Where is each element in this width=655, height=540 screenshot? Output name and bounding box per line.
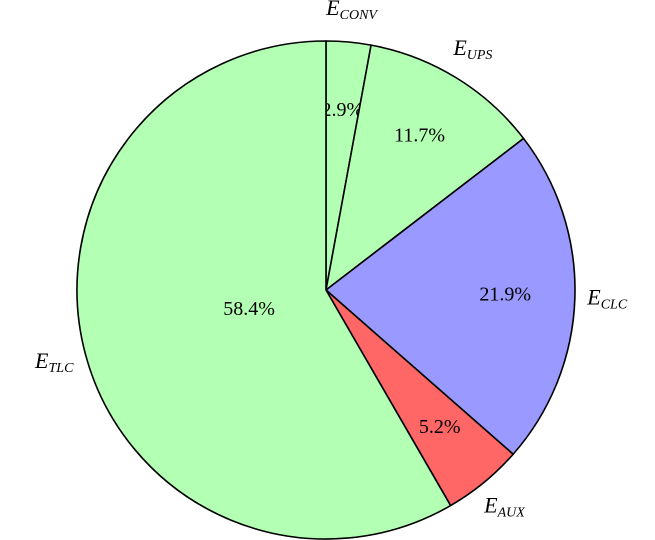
- category-label: ECONV: [325, 0, 378, 23]
- category-label: EUPS: [452, 35, 492, 63]
- pie-slice: [325, 44, 525, 291]
- category-label: ETLC: [34, 348, 74, 376]
- category-label: ECLC: [586, 284, 628, 312]
- pie-slice: [325, 137, 576, 456]
- pie-slice: [76, 40, 452, 540]
- value-label: 21.9%: [479, 284, 531, 306]
- value-label: 11.7%: [394, 125, 445, 147]
- category-label: EAUX: [483, 493, 525, 521]
- value-label: 5.2%: [419, 416, 461, 438]
- value-label: 2.9%: [321, 99, 363, 121]
- value-label: 58.4%: [223, 298, 275, 320]
